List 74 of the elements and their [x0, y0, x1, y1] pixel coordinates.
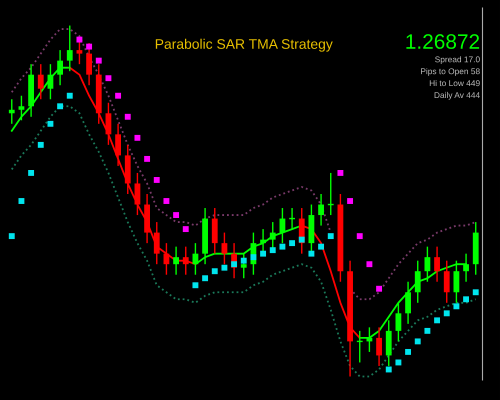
point [76, 36, 82, 43]
point [260, 250, 266, 257]
annotation: Pips to Open 58 [421, 68, 480, 76]
point [279, 244, 286, 250]
point [386, 366, 392, 372]
candlestick [18, 95, 24, 121]
candlestick [164, 242, 170, 276]
point [134, 134, 140, 141]
point [221, 264, 228, 271]
point [376, 286, 382, 292]
point [250, 254, 256, 260]
point [289, 240, 296, 246]
point [240, 258, 247, 264]
candlestick [86, 42, 92, 86]
candlestick [434, 246, 440, 282]
point [96, 58, 102, 64]
point [86, 44, 92, 50]
candlestick [318, 193, 324, 226]
point [144, 156, 150, 162]
point [115, 92, 122, 99]
candlestick [424, 246, 430, 282]
point [231, 261, 238, 268]
point [318, 244, 324, 250]
point [270, 247, 276, 254]
candlestick [134, 172, 140, 216]
annotation: Hi to Low 449 [430, 80, 480, 86]
point [192, 282, 198, 288]
point [434, 317, 440, 324]
point [463, 296, 470, 302]
point [182, 226, 189, 232]
point [57, 103, 64, 110]
candlestick [240, 252, 247, 279]
point [202, 275, 208, 282]
candlestick [444, 260, 450, 304]
annotation: Spread 17.0 [435, 56, 480, 64]
point [366, 261, 372, 268]
point [453, 303, 460, 310]
point [405, 348, 412, 355]
candlestick [8, 98, 15, 125]
candlestick [173, 246, 179, 276]
point [28, 170, 34, 176]
candlestick [115, 123, 121, 167]
candlestick [376, 326, 382, 367]
point [47, 120, 54, 127]
point [173, 212, 180, 218]
candlestick [454, 260, 460, 304]
point [337, 170, 344, 176]
point [424, 328, 430, 334]
candlestick [192, 242, 198, 276]
candlestick [405, 281, 411, 325]
point [308, 250, 314, 257]
text: Parabolic SAR TMA Strategy [156, 38, 333, 52]
candlestick [106, 102, 112, 146]
candlestick [182, 246, 189, 276]
point [105, 75, 112, 82]
point [347, 198, 354, 204]
candlestick [222, 232, 228, 265]
point [163, 198, 170, 204]
point [395, 360, 402, 366]
point [38, 142, 44, 148]
point [154, 177, 160, 183]
point [328, 233, 334, 240]
annotation: Daily Av 444 [434, 92, 480, 100]
point [8, 233, 15, 240]
candlestick [38, 63, 44, 100]
point [298, 236, 305, 243]
candlestick [154, 221, 160, 265]
point [444, 310, 450, 316]
annotation: 1.26872 [406, 34, 480, 49]
point [356, 233, 363, 240]
point [414, 338, 421, 344]
point [18, 198, 24, 204]
candlestick [414, 260, 421, 304]
candlestick [280, 207, 286, 244]
